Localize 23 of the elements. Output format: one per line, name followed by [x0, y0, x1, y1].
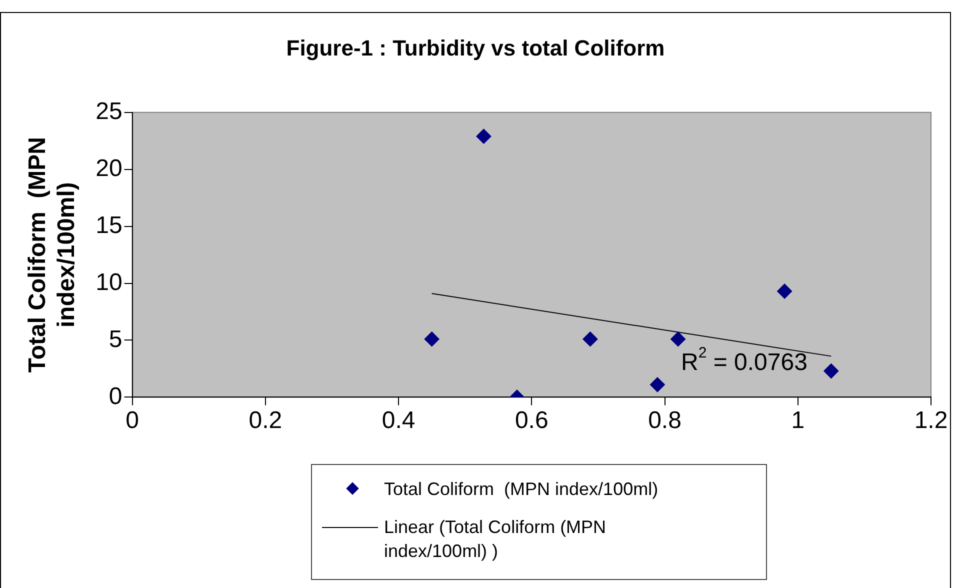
- legend-label: Linear (Total Coliform (MPN index/100ml) ): [384, 516, 608, 563]
- x-tick-label: 1.2: [914, 407, 948, 434]
- point: [777, 284, 792, 299]
- x-tick-label: 0.8: [648, 407, 682, 434]
- point: [476, 128, 492, 144]
- point: [650, 377, 665, 392]
- y-tick-label: 25: [96, 98, 122, 126]
- point: [582, 332, 598, 347]
- x-tick-label: 0.2: [248, 407, 282, 434]
- y-tick-label: 10: [96, 268, 122, 296]
- y-tick-label: 5: [108, 326, 122, 353]
- y-tick-label: 15: [96, 212, 122, 239]
- x-tick-label: 0.4: [382, 407, 416, 434]
- legend-label: Total Coliform (MPN index/100ml): [384, 478, 658, 501]
- point: [824, 364, 839, 378]
- point: [670, 332, 686, 347]
- x-tick-label: 1: [791, 407, 805, 434]
- chart-title: Figure-1 : Turbidity vs total Coliform: [286, 35, 665, 60]
- y-axis-title: Total Coliform (MPN index/100ml): [24, 137, 80, 373]
- point: [424, 332, 440, 347]
- y-tick-label: 20: [96, 154, 122, 182]
- x-tick-label: 0.6: [514, 407, 548, 434]
- y-tick-label: 0: [108, 382, 122, 410]
